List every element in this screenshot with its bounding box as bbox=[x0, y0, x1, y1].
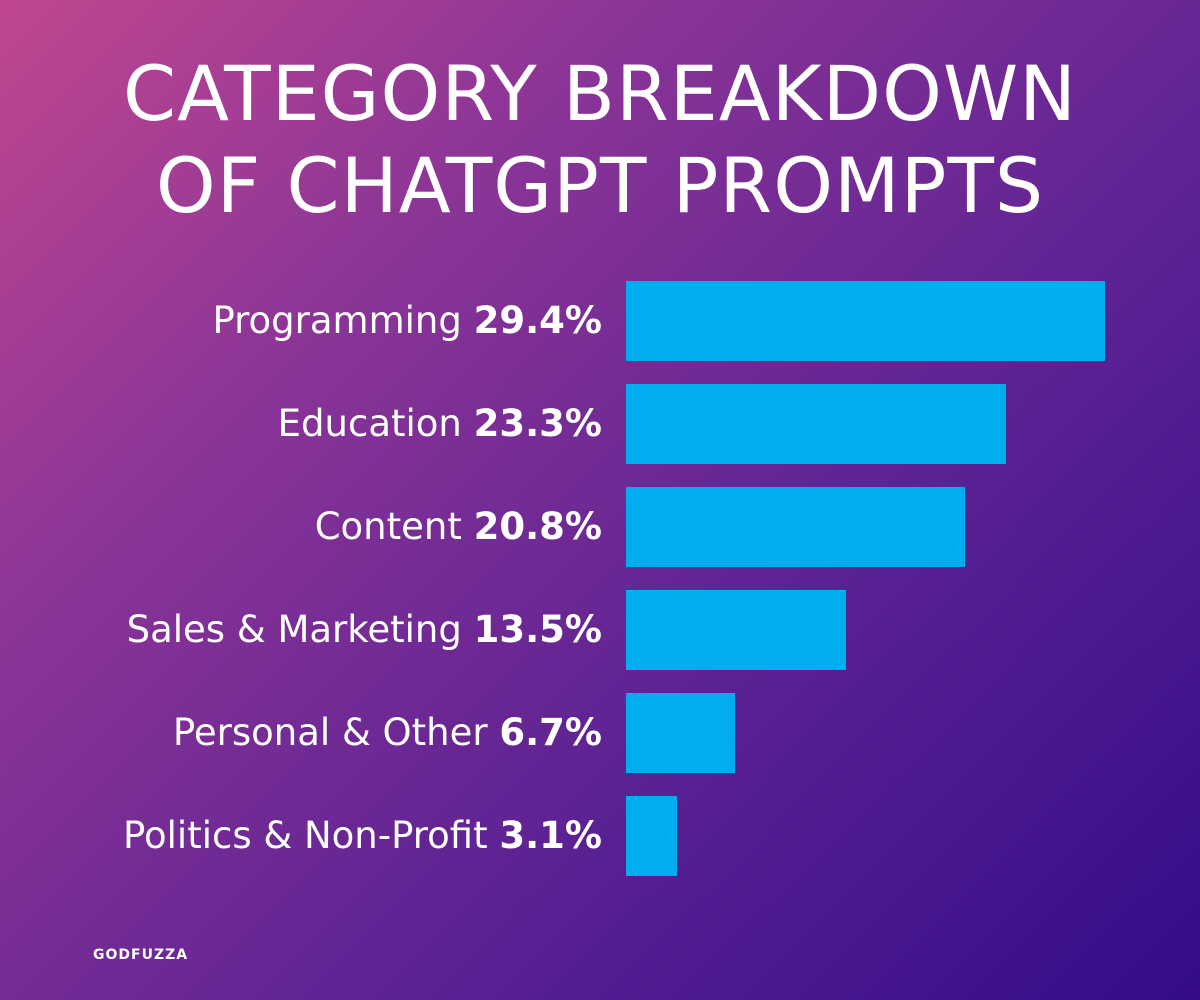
value-label: 29.4% bbox=[473, 299, 602, 342]
bar-label: Education 23.3% bbox=[278, 384, 602, 464]
title-line-1: CATEGORY BREAKDOWN bbox=[123, 49, 1077, 138]
chart-title: CATEGORY BREAKDOWN OF CHATGPT PROMPTS bbox=[0, 48, 1200, 232]
value-label: 6.7% bbox=[499, 711, 602, 754]
bar bbox=[626, 281, 1105, 361]
value-label: 20.8% bbox=[473, 505, 602, 548]
category-label: Personal & Other bbox=[172, 711, 500, 754]
bar-label: Sales & Marketing 13.5% bbox=[127, 590, 602, 670]
category-label: Sales & Marketing bbox=[126, 608, 474, 651]
title-line-2: OF CHATGPT PROMPTS bbox=[155, 141, 1045, 230]
bar bbox=[626, 796, 677, 876]
bar-label: Content 20.8% bbox=[315, 487, 602, 567]
value-label: 3.1% bbox=[499, 814, 602, 857]
bar-label: Programming 29.4% bbox=[212, 281, 602, 361]
brand-logo-text: GODFUZZA bbox=[93, 947, 189, 963]
value-label: 23.3% bbox=[473, 402, 602, 445]
category-label: Content bbox=[314, 505, 474, 548]
bar bbox=[626, 590, 846, 670]
bar-label: Politics & Non-Profit 3.1% bbox=[123, 796, 602, 876]
bar bbox=[626, 384, 1006, 464]
bar bbox=[626, 693, 735, 773]
bar bbox=[626, 487, 965, 567]
category-label: Education bbox=[277, 402, 474, 445]
bar-label: Personal & Other 6.7% bbox=[173, 693, 602, 773]
value-label: 13.5% bbox=[473, 608, 602, 651]
category-label: Programming bbox=[212, 299, 474, 342]
category-label: Politics & Non-Profit bbox=[123, 814, 500, 857]
